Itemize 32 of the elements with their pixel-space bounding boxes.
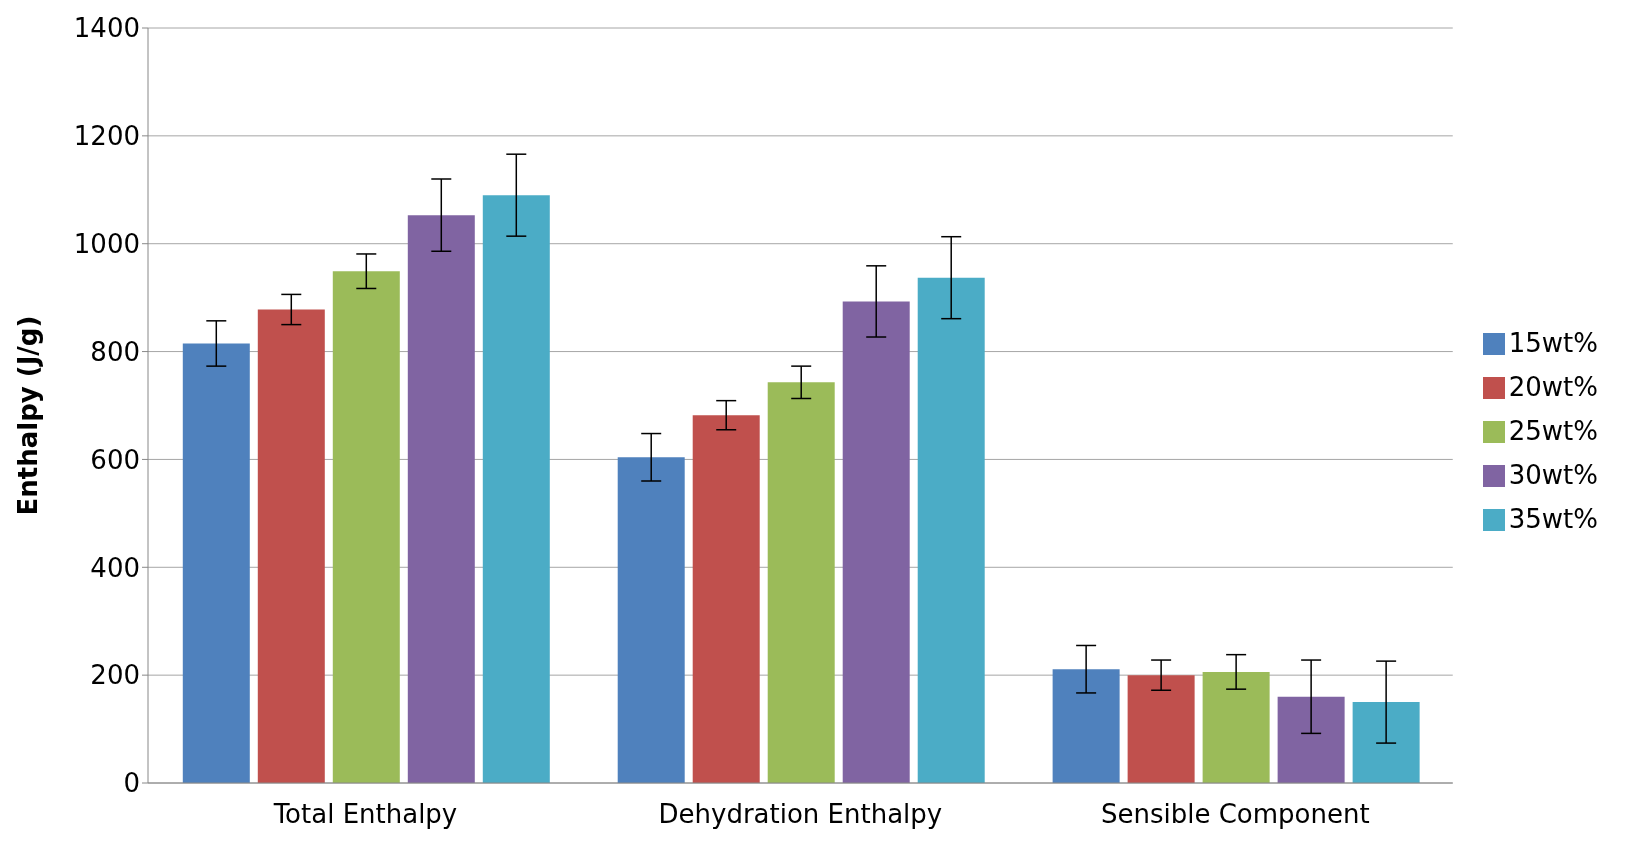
bar xyxy=(692,415,760,783)
bar xyxy=(767,382,835,783)
bar xyxy=(182,343,250,783)
y-tick-label: 0 xyxy=(123,768,140,799)
y-tick-label: 1200 xyxy=(73,121,140,152)
x-tick-label: Sensible Component xyxy=(1100,799,1370,830)
bar xyxy=(1052,669,1120,783)
y-tick-label: 600 xyxy=(90,444,140,475)
bar xyxy=(617,457,685,783)
y-tick-label: 800 xyxy=(90,336,140,367)
bar xyxy=(1202,671,1270,783)
y-tick-label: 400 xyxy=(90,552,140,583)
legend-label: 30wt% xyxy=(1508,459,1598,490)
bar xyxy=(1127,675,1195,783)
bar xyxy=(1277,696,1345,783)
bar xyxy=(842,301,910,783)
y-tick-label: 1400 xyxy=(73,13,140,44)
y-tick-label: 200 xyxy=(90,660,140,691)
bar xyxy=(917,277,985,783)
bar xyxy=(482,195,550,783)
bar xyxy=(332,271,400,783)
legend-label: 25wt% xyxy=(1508,415,1598,446)
y-axis-title: Enthalpy (J/g) xyxy=(13,315,44,516)
y-tick-label: 1000 xyxy=(73,228,140,259)
bar xyxy=(407,215,475,783)
bar xyxy=(1352,702,1420,783)
legend-label: 35wt% xyxy=(1508,503,1598,534)
x-tick-label: Dehydration Enthalpy xyxy=(658,799,943,830)
legend-label: 15wt% xyxy=(1508,327,1598,358)
legend-label: 20wt% xyxy=(1508,371,1598,402)
bar xyxy=(257,309,325,783)
x-tick-label: Total Enthalpy xyxy=(272,799,458,830)
